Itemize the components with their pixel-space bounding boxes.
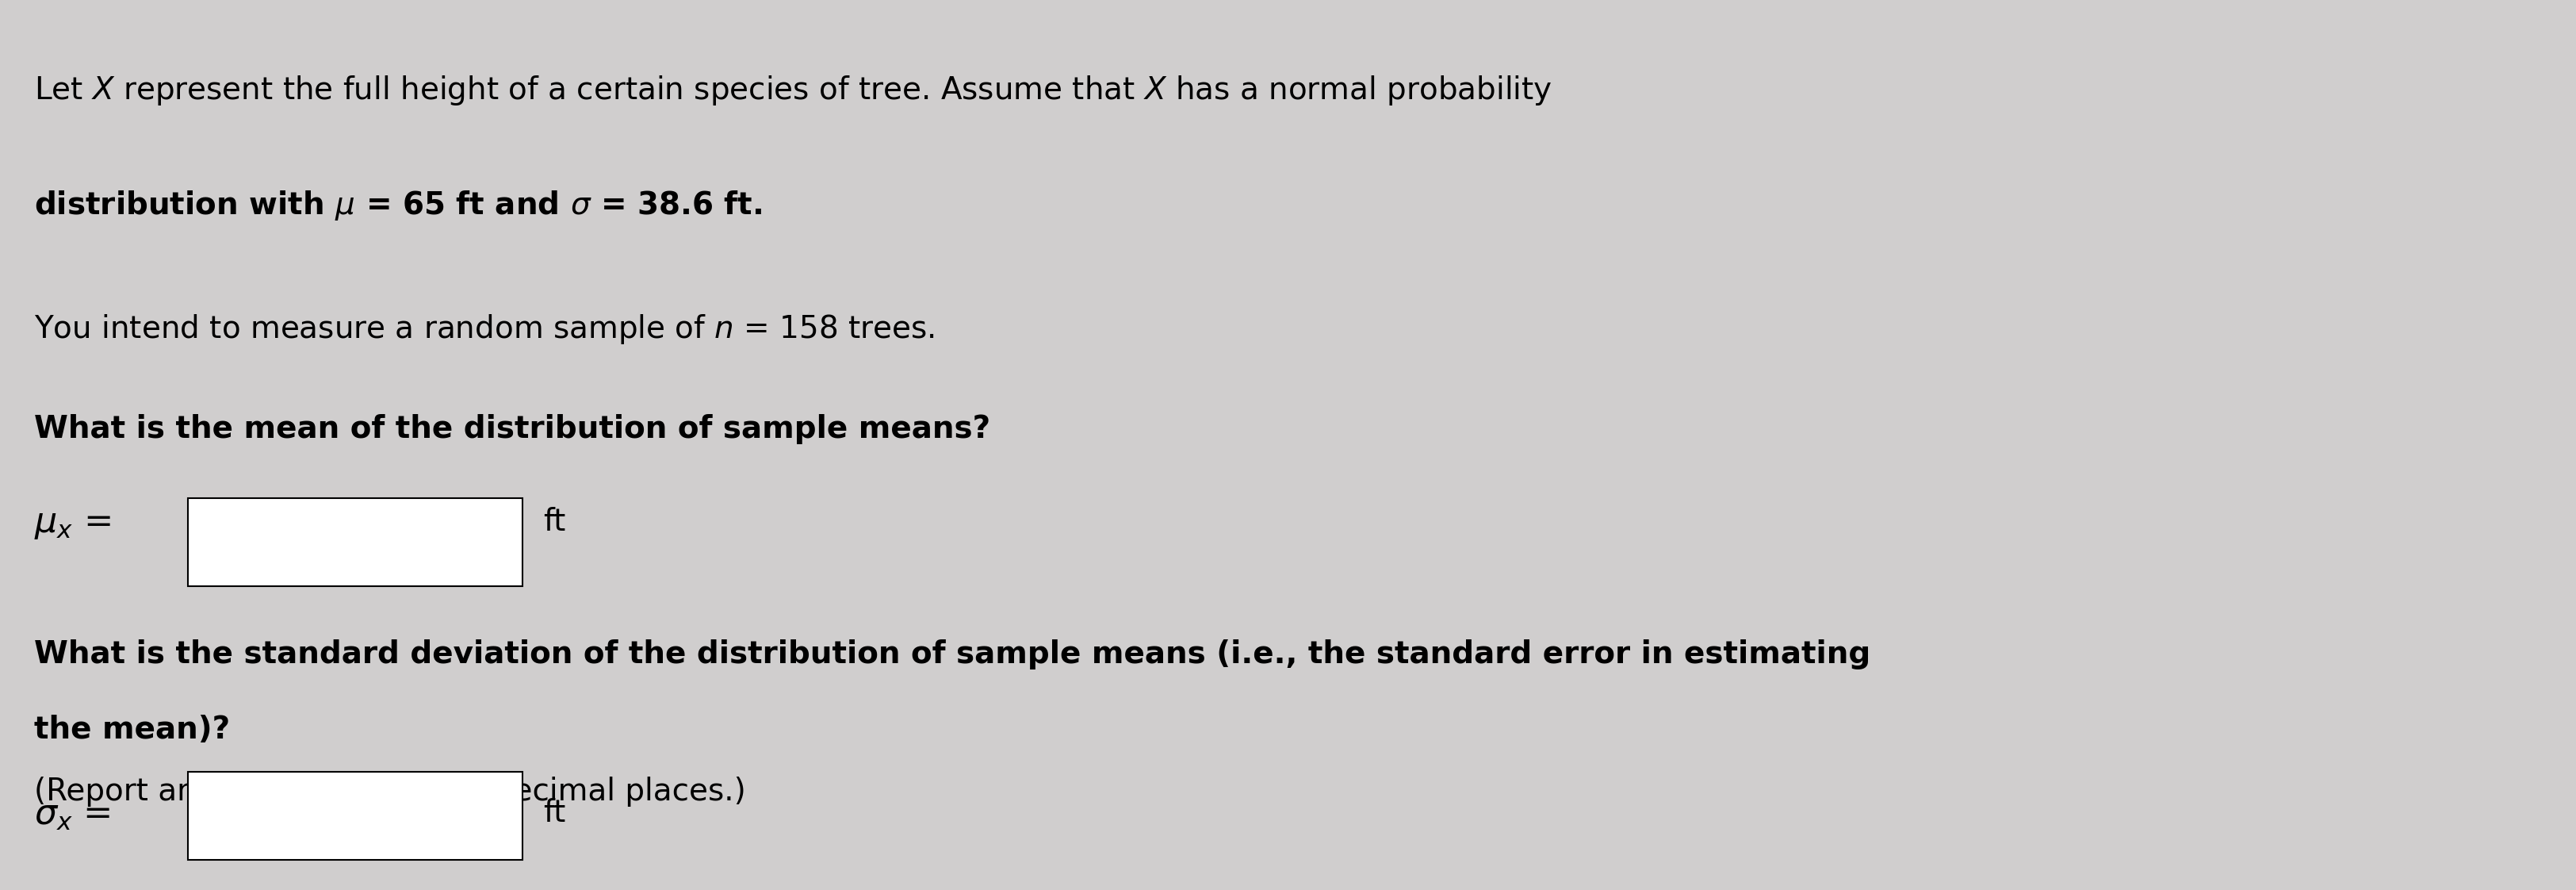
Text: the mean)?: the mean)? [33,715,229,745]
Text: distribution with $\mu$ = 65 ft and $\sigma$ = 38.6 ft.: distribution with $\mu$ = 65 ft and $\si… [33,189,762,222]
Text: What is the standard deviation of the distribution of sample means (i.e., the st: What is the standard deviation of the di… [33,639,1870,669]
Text: $\mu_x$ =: $\mu_x$ = [33,506,111,541]
Text: ft: ft [544,798,564,829]
Text: (Report answer accurate to 2 decimal places.): (Report answer accurate to 2 decimal pla… [33,776,747,806]
Text: Let $\mathit{X}$ represent the full height of a certain species of tree. Assume : Let $\mathit{X}$ represent the full heig… [33,74,1553,108]
Text: What is the mean of the distribution of sample means?: What is the mean of the distribution of … [33,414,989,444]
Text: $\sigma_x$ =: $\sigma_x$ = [33,798,111,832]
FancyBboxPatch shape [188,772,523,861]
Text: ft: ft [544,506,564,537]
FancyBboxPatch shape [188,498,523,587]
Text: You intend to measure a random sample of $n$ = 158 trees.: You intend to measure a random sample of… [33,312,935,346]
